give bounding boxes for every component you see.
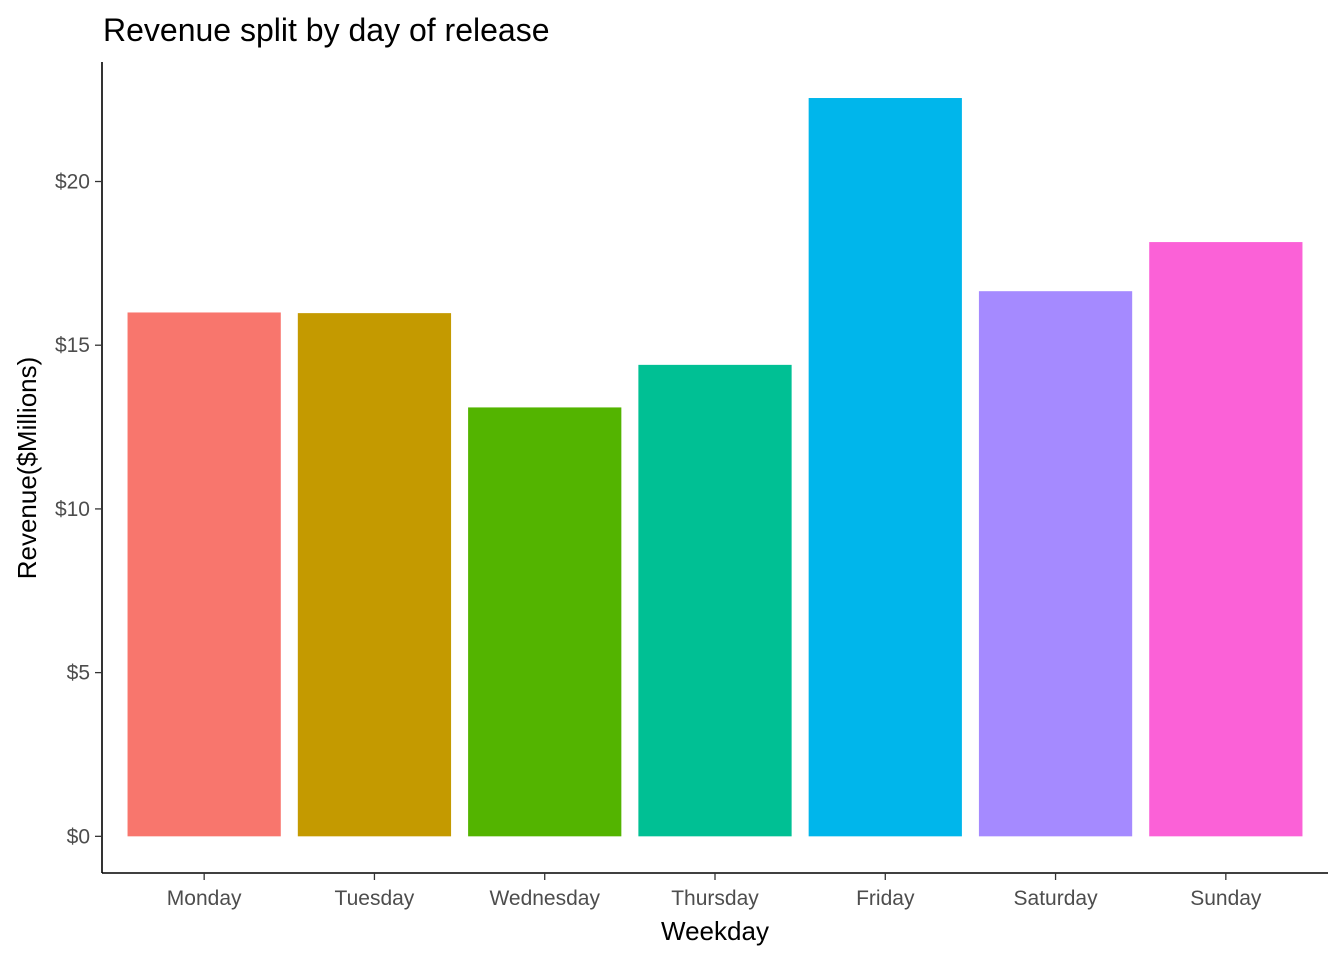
y-axis-title: Revenue($Millions) — [12, 357, 42, 580]
x-tick-label: Wednesday — [489, 887, 600, 910]
bar-saturday — [978, 291, 1133, 837]
x-tick-label: Saturday — [1014, 887, 1099, 910]
bar-sunday — [1149, 242, 1303, 837]
y-tick-label: $0 — [67, 825, 90, 848]
y-tick-label: $15 — [55, 334, 90, 357]
x-axis-title: Weekday — [661, 916, 769, 946]
y-tick-label: $20 — [55, 171, 90, 194]
y-tick-label: $5 — [67, 662, 90, 685]
x-axis-ticks: Monday Tuesday Wednesday Thursday Friday Satu… — [167, 873, 1262, 910]
bar-monday — [127, 312, 281, 837]
bar-wednesday — [468, 407, 622, 837]
y-tick-label: $10 — [55, 498, 90, 521]
x-tick-label: Friday — [856, 887, 915, 910]
chart-title: Revenue split by day of release — [103, 12, 549, 48]
bars-group — [127, 98, 1303, 837]
x-tick-label: Monday — [167, 887, 242, 910]
y-axis-ticks: $0 $5 $10 $15 $20 — [55, 171, 102, 848]
bar-thursday — [638, 364, 792, 837]
bar-tuesday — [297, 313, 452, 837]
x-tick-label: Tuesday — [335, 887, 415, 910]
bar-friday — [808, 98, 962, 837]
x-tick-label: Thursday — [671, 887, 759, 910]
x-tick-label: Sunday — [1190, 887, 1262, 910]
